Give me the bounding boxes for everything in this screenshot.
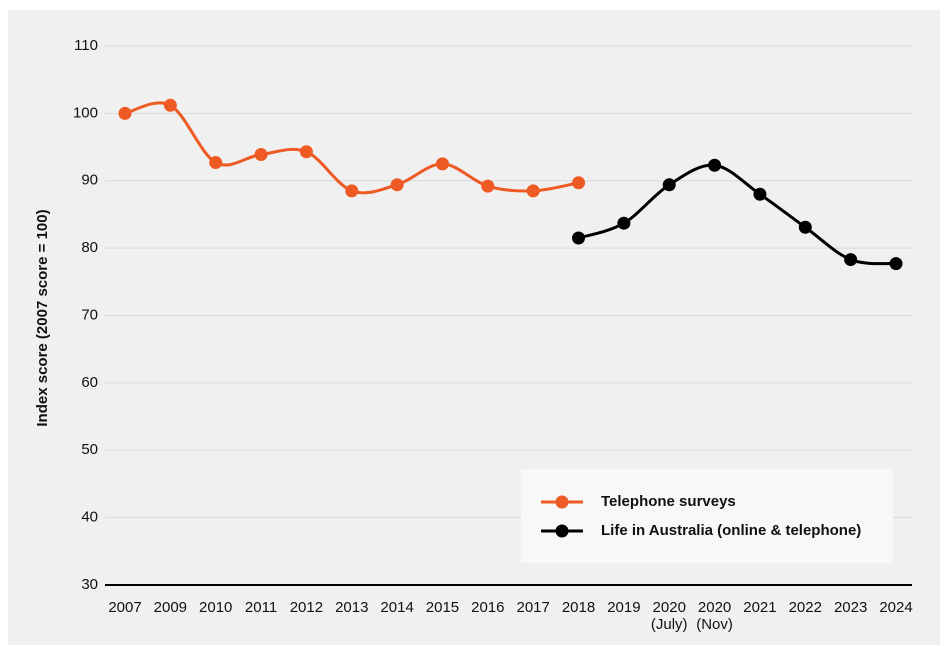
data-point	[435, 157, 449, 171]
legend-box	[521, 469, 893, 563]
data-point	[798, 220, 812, 234]
data-point	[118, 106, 132, 120]
data-point	[254, 147, 268, 161]
data-point	[481, 179, 495, 193]
x-tick-label: 2014	[380, 599, 414, 616]
y-tick-label: 90	[81, 172, 98, 189]
data-point	[390, 178, 404, 192]
data-point	[572, 231, 586, 245]
data-point	[163, 98, 177, 112]
data-point	[662, 178, 676, 192]
legend-label: Telephone surveys	[601, 493, 736, 510]
y-tick-label: 30	[81, 576, 98, 593]
x-tick-label: 2024	[879, 599, 913, 616]
data-point	[844, 253, 858, 267]
y-tick-label: 50	[81, 441, 98, 458]
y-tick-label: 100	[73, 104, 98, 121]
x-tick-label: 2020 (Nov)	[696, 599, 733, 633]
y-tick-label: 80	[81, 239, 98, 256]
data-point	[617, 216, 631, 230]
data-point	[345, 184, 359, 198]
x-tick-label: 2007	[108, 599, 142, 616]
x-tick-label: 2010	[199, 599, 233, 616]
x-tick-label: 2016	[471, 599, 505, 616]
x-tick-label: 2011	[244, 599, 278, 616]
y-tick-label: 70	[81, 306, 98, 323]
y-tick-label: 110	[74, 37, 98, 54]
y-tick-label: 40	[81, 509, 98, 526]
y-axis-label: Index score (2007 score = 100)	[34, 209, 51, 426]
y-tick-label: 60	[81, 374, 98, 391]
x-tick-label: 2009	[153, 599, 188, 616]
legend-marker	[555, 495, 569, 509]
x-tick-label: 2015	[425, 599, 460, 616]
data-point	[209, 156, 223, 170]
legend-marker	[555, 524, 569, 538]
legend-label: Life in Australia (online & telephone)	[601, 522, 861, 539]
data-point	[753, 187, 767, 201]
data-point	[889, 257, 903, 271]
x-tick-label: 2020 (July)	[650, 599, 688, 633]
data-point	[572, 176, 586, 190]
x-tick-label: 2022	[788, 599, 822, 616]
data-point	[299, 145, 313, 159]
x-tick-label: 2013	[335, 599, 369, 616]
x-tick-label: 2019	[607, 599, 641, 616]
x-tick-label: 2012	[289, 599, 324, 616]
data-point	[526, 184, 540, 198]
data-point	[708, 158, 722, 172]
x-tick-label: 2023	[833, 599, 868, 616]
x-tick-label: 2021	[743, 599, 777, 616]
x-tick-label: 2018	[561, 599, 596, 616]
x-tick-label: 2017	[516, 599, 550, 616]
